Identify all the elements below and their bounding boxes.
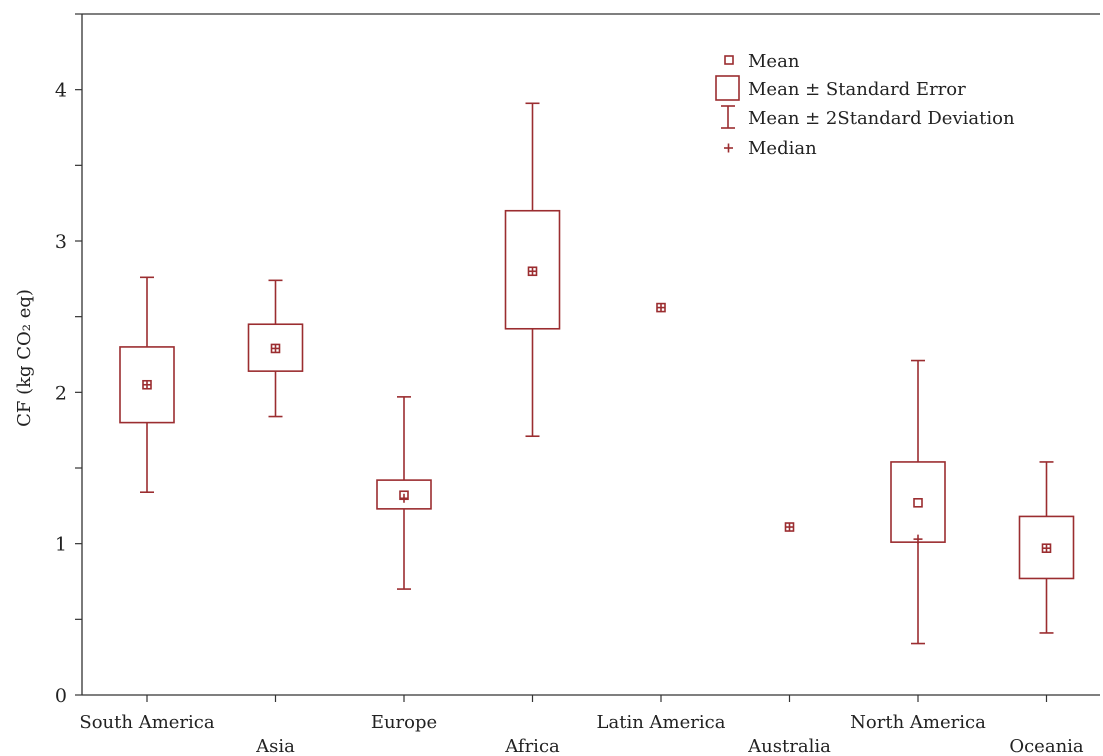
x-tick-label: Australia bbox=[747, 736, 831, 756]
legend-item-sd: Mean ± 2Standard Deviation bbox=[721, 106, 1015, 129]
x-tick-label: South America bbox=[79, 712, 214, 733]
legend-item-mean: Mean bbox=[725, 51, 800, 72]
se-box bbox=[891, 462, 945, 542]
box-group bbox=[785, 523, 794, 532]
box-group bbox=[120, 277, 174, 492]
mean-marker bbox=[914, 499, 922, 507]
x-axis-labels: South America Asia Europe Africa Latin Ameri… bbox=[79, 695, 1084, 756]
box-group bbox=[506, 103, 560, 436]
legend-sd-label: Mean ± 2Standard Deviation bbox=[748, 108, 1015, 129]
x-tick-label: North America bbox=[850, 712, 986, 733]
legend-median-label: Median bbox=[748, 138, 817, 159]
y-tick-label: 0 bbox=[55, 685, 67, 707]
x-tick-label: Oceania bbox=[1009, 736, 1084, 756]
legend-item-se: Mean ± Standard Error bbox=[716, 76, 966, 100]
box-group bbox=[891, 361, 945, 644]
legend-mean-marker bbox=[725, 56, 733, 64]
y-tick-label: 2 bbox=[55, 382, 67, 404]
legend-se-label: Mean ± Standard Error bbox=[748, 79, 966, 100]
x-tick-label: Africa bbox=[504, 736, 560, 756]
y-tick-label: 1 bbox=[55, 534, 67, 556]
legend: Mean Mean ± Standard Error Mean ± 2Stand… bbox=[716, 51, 1015, 159]
y-tick-label: 3 bbox=[55, 231, 67, 253]
x-tick-label: Latin America bbox=[597, 712, 726, 733]
x-tick-label: Asia bbox=[255, 736, 295, 756]
y-axis-label: CF (kg CO₂ eq) bbox=[14, 289, 35, 427]
y-axis-ticks: 0 1 2 3 4 bbox=[55, 14, 82, 707]
box-series bbox=[120, 103, 1074, 643]
legend-item-median: Median bbox=[724, 138, 817, 159]
y-tick-label: 4 bbox=[55, 80, 67, 102]
box-group bbox=[657, 303, 666, 312]
box-group bbox=[1020, 462, 1074, 633]
box-group bbox=[377, 397, 431, 589]
legend-mean-label: Mean bbox=[748, 51, 800, 72]
x-tick-label: Europe bbox=[371, 712, 437, 733]
box-group bbox=[249, 280, 303, 416]
legend-se-box bbox=[716, 76, 739, 100]
